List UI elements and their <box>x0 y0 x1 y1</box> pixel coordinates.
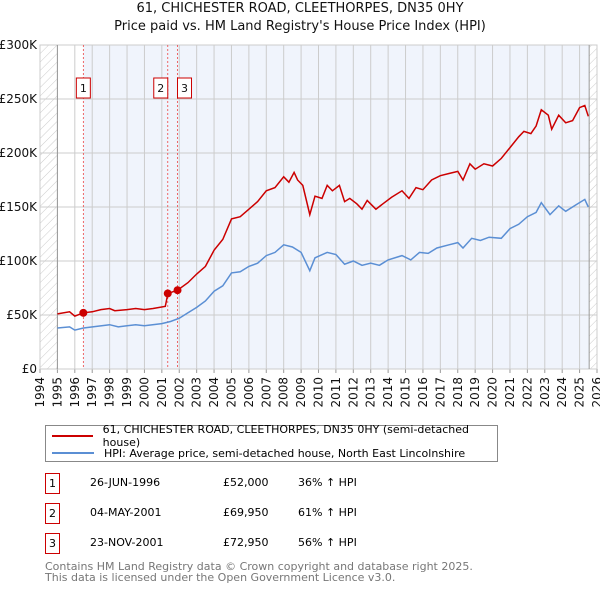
sale-label-box <box>75 77 91 99</box>
x-tick-label: 2002 <box>172 377 186 408</box>
x-tick-label: 2009 <box>294 377 308 408</box>
sale-label-box <box>177 77 193 99</box>
x-tick-label: 2026 <box>590 377 600 408</box>
sale-hpi-diff: 61% ↑ HPI <box>298 506 357 519</box>
legend-label: 61, CHICHESTER ROAD, CLEETHORPES, DN35 0… <box>102 423 469 449</box>
x-tick-label: 2006 <box>242 377 256 408</box>
x-tick-label: 2018 <box>451 377 465 408</box>
x-tick-label: 2015 <box>399 377 413 408</box>
sale-label: 2 <box>157 82 164 95</box>
sale-price: £52,000 <box>223 476 269 489</box>
x-tick-label: 2024 <box>555 377 569 408</box>
sale-point <box>173 286 182 295</box>
y-tick-label: £300K <box>0 38 38 52</box>
footer-line-2: This data is licensed under the Open Gov… <box>45 571 396 584</box>
sale-marker-badge: 2 <box>45 503 60 524</box>
legend-swatch-blue <box>52 452 94 454</box>
x-tick-label: 2020 <box>486 377 500 408</box>
x-tick-label: 1994 <box>33 377 47 408</box>
x-tick-label: 2022 <box>520 377 534 408</box>
sale-point <box>79 308 88 317</box>
x-tick-label: 1999 <box>120 377 134 408</box>
legend-label: HPI: Average price, semi-detached house,… <box>104 446 466 460</box>
y-tick-label: £50K <box>6 308 38 322</box>
sale-label-box <box>153 77 169 99</box>
footer-line-1: Contains HM Land Registry data © Crown c… <box>45 560 473 573</box>
y-tick-label: £0 <box>22 362 37 376</box>
x-tick-label: 1997 <box>85 377 99 408</box>
x-tick-label: 2014 <box>381 377 395 408</box>
chart-subtitle: Price paid vs. HM Land Registry's House … <box>114 19 486 34</box>
x-tick-label: 2023 <box>538 377 552 408</box>
x-tick-label: 2007 <box>259 377 273 408</box>
x-tick-label: 2011 <box>329 377 343 408</box>
x-tick-label: 2008 <box>277 377 291 408</box>
sale-price: £72,950 <box>223 536 269 549</box>
x-tick-label: 2016 <box>416 377 430 408</box>
sale-date: 23-NOV-2001 <box>90 536 164 549</box>
sale-price: £69,950 <box>223 506 269 519</box>
legend: 61, CHICHESTER ROAD, CLEETHORPES, DN35 0… <box>45 423 498 462</box>
x-tick-label: 2025 <box>573 377 587 408</box>
sale-label: 3 <box>181 82 188 95</box>
sale-hpi-diff: 36% ↑ HPI <box>298 476 357 489</box>
x-tick-label: 2000 <box>137 377 151 408</box>
sale-marker-badge: 1 <box>45 473 60 494</box>
x-tick-label: 2019 <box>468 377 482 408</box>
series-line-property <box>57 104 590 317</box>
sale-date: 26-JUN-1996 <box>90 476 161 489</box>
sale-date: 04-MAY-2001 <box>90 506 162 519</box>
x-tick-label: 1996 <box>68 377 82 408</box>
x-tick-label: 2004 <box>207 377 221 408</box>
y-tick-label: £250K <box>0 92 38 106</box>
plot-area: 1994 1995 1996 1997 1998 1999 2000 2001 2002 2003… <box>0 38 600 408</box>
y-tick-label: £100K <box>0 254 38 268</box>
x-tick-label: 2001 <box>155 377 169 408</box>
legend-item-hpi: HPI: Average price, semi-detached house,… <box>52 445 465 461</box>
legend-swatch-red <box>52 435 93 437</box>
x-tick-label: 2005 <box>224 377 238 408</box>
x-tick-label: 1998 <box>103 377 117 408</box>
x-tick-label: 2010 <box>312 377 326 408</box>
x-tick-label: 2013 <box>364 377 378 408</box>
y-tick-label: £200K <box>0 146 38 160</box>
sale-label: 1 <box>80 82 87 95</box>
series-line-hpi <box>57 198 589 331</box>
chart-title: 61, CHICHESTER ROAD, CLEETHORPES, DN35 0… <box>136 1 464 16</box>
sale-hpi-diff: 56% ↑ HPI <box>298 536 357 549</box>
x-tick-label: 2003 <box>190 377 204 408</box>
sale-point <box>163 289 172 298</box>
sale-marker-badge: 3 <box>45 533 60 554</box>
x-tick-label: 2017 <box>433 377 447 408</box>
x-tick-label: 2012 <box>346 377 360 408</box>
legend-item-property: 61, CHICHESTER ROAD, CLEETHORPES, DN35 0… <box>52 423 497 449</box>
y-tick-label: £150K <box>0 200 38 214</box>
x-tick-label: 1995 <box>50 377 64 408</box>
x-tick-label: 2021 <box>503 377 517 408</box>
